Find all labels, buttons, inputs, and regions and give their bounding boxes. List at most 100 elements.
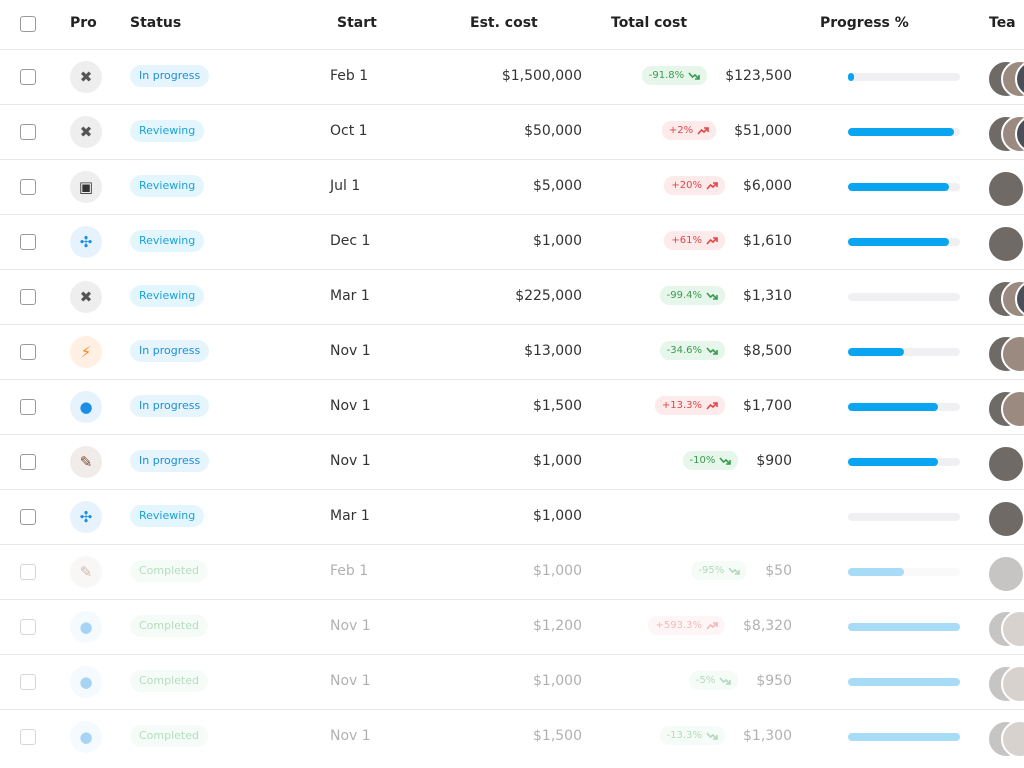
change-badge: -91.8% xyxy=(641,66,708,85)
total-cost: $1,310 xyxy=(743,288,792,304)
total-cost: $900 xyxy=(756,453,792,469)
status-badge[interactable]: Completed xyxy=(130,560,208,582)
change-text: -34.6% xyxy=(666,345,702,356)
change-text: +61% xyxy=(671,235,702,246)
table-row[interactable]: ● Completed Nov 1 $1,200 $8,320 +593.3% xyxy=(0,599,1024,655)
avatar[interactable] xyxy=(987,225,1024,263)
progress-bar xyxy=(848,458,938,466)
change-text: -95% xyxy=(698,565,725,576)
row-checkbox[interactable] xyxy=(20,564,36,580)
table-row[interactable]: ✎ Completed Feb 1 $1,000 $50 -95% xyxy=(0,544,1024,600)
status-badge[interactable]: Reviewing xyxy=(130,175,205,197)
table-row[interactable]: ● Completed Nov 1 $1,000 $950 -5% xyxy=(0,654,1024,710)
change-badge: +13.3% xyxy=(654,396,725,415)
status-badge[interactable]: Reviewing xyxy=(130,505,205,527)
col-header[interactable]: Total cost xyxy=(611,15,688,31)
table-row[interactable]: ✖ Reviewing Oct 1 $50,000 $51,000 +2% xyxy=(0,104,1024,160)
project-icon: ⚡ xyxy=(70,336,102,368)
table-row[interactable]: ✖ In progress Feb 1 $1,500,000 $123,500 -91.8… xyxy=(0,49,1024,105)
avatar[interactable] xyxy=(987,555,1024,593)
row-checkbox[interactable] xyxy=(20,124,36,140)
row-checkbox[interactable] xyxy=(20,399,36,415)
row-checkbox[interactable] xyxy=(20,509,36,525)
progress-bar xyxy=(848,623,960,631)
row-content: ✖ Reviewing Mar 1 $225,000 $1,310 -99.4% xyxy=(0,270,1024,325)
row-checkbox[interactable] xyxy=(20,344,36,360)
est-cost: $50,000 xyxy=(524,123,582,139)
table-row[interactable]: ✎ In progress Nov 1 $1,000 $900 -10% xyxy=(0,434,1024,490)
table-row[interactable]: ● Completed Nov 1 $1,500 $1,300 -13.3% xyxy=(0,709,1024,765)
col-header[interactable]: Progress % xyxy=(820,15,909,31)
total-cost: $6,000 xyxy=(743,178,792,194)
table-row[interactable]: ⚡ In progress Nov 1 $13,000 $8,500 -34.6% xyxy=(0,324,1024,380)
table-row[interactable]: ✖ Reviewing Mar 1 $225,000 $1,310 -99.4% xyxy=(0,269,1024,325)
status-badge[interactable]: Reviewing xyxy=(130,285,205,307)
row-content: ▣ Reviewing Jul 1 $5,000 $6,000 +20% xyxy=(0,160,1024,215)
progress-bar xyxy=(848,238,949,246)
change-text: -91.8% xyxy=(648,70,685,81)
est-cost: $1,000 xyxy=(533,453,582,469)
row-content: ● Completed Nov 1 $1,500 $1,300 -13.3% xyxy=(0,710,1024,765)
status-badge[interactable]: Completed xyxy=(130,615,208,637)
row-checkbox[interactable] xyxy=(20,234,36,250)
progress-track xyxy=(848,678,960,686)
status-badge[interactable]: In progress xyxy=(130,340,210,362)
row-checkbox[interactable] xyxy=(20,619,36,635)
change-text: +2% xyxy=(668,125,694,136)
progress-track xyxy=(848,128,960,136)
row-checkbox[interactable] xyxy=(20,454,36,470)
total-cost: $8,320 xyxy=(743,618,792,634)
col-header[interactable]: Pro xyxy=(70,15,97,31)
col-header[interactable]: Est. cost xyxy=(470,15,538,31)
row-checkbox[interactable] xyxy=(20,289,36,305)
trend-arrow xyxy=(697,126,709,135)
status-badge[interactable]: In progress xyxy=(130,450,210,472)
est-cost: $1,500 xyxy=(533,398,582,414)
status-badge[interactable]: Reviewing xyxy=(130,230,205,252)
col-header[interactable]: Start xyxy=(337,15,377,31)
change-text: -10% xyxy=(689,455,716,466)
status-badge[interactable]: Completed xyxy=(130,725,208,747)
progress-bar xyxy=(848,733,960,741)
col-header[interactable]: Status xyxy=(130,15,182,31)
row-checkbox[interactable] xyxy=(20,729,36,745)
avatar[interactable] xyxy=(987,500,1024,538)
progress-track xyxy=(848,73,960,81)
row-checkbox[interactable] xyxy=(20,69,36,85)
avatar[interactable] xyxy=(987,170,1024,208)
table-row[interactable]: ● In progress Nov 1 $1,500 $1,700 +13.3% xyxy=(0,379,1024,435)
col-header[interactable]: Tea xyxy=(989,15,1016,31)
progress-track xyxy=(848,623,960,631)
start-date: Jul 1 xyxy=(330,178,361,194)
start-date: Mar 1 xyxy=(330,288,370,304)
row-content: ⚡ In progress Nov 1 $13,000 $8,500 -34.6% xyxy=(0,325,1024,380)
est-cost: $1,000 xyxy=(533,508,582,524)
table-row[interactable]: ✣ Reviewing Dec 1 $1,000 $1,610 +61% xyxy=(0,214,1024,270)
status-badge[interactable]: In progress xyxy=(130,395,210,417)
project-icon: ✖ xyxy=(70,281,102,313)
select-all[interactable] xyxy=(20,16,36,32)
table-row[interactable]: ▣ Reviewing Jul 1 $5,000 $6,000 +20% xyxy=(0,159,1024,215)
start-date: Nov 1 xyxy=(330,398,371,414)
start-date: Oct 1 xyxy=(330,123,368,139)
table-row[interactable]: ✣ Reviewing Mar 1 $1,000 xyxy=(0,489,1024,545)
est-cost: $225,000 xyxy=(515,288,582,304)
progress-bar xyxy=(848,73,854,81)
status-badge[interactable]: In progress xyxy=(130,65,210,87)
change-text: +593.3% xyxy=(655,620,702,631)
row-checkbox[interactable] xyxy=(20,674,36,690)
total-cost: $1,300 xyxy=(743,728,792,744)
progress-track xyxy=(848,293,960,301)
progress-bar xyxy=(848,348,904,356)
status-badge[interactable]: Reviewing xyxy=(130,120,205,142)
progress-track xyxy=(848,183,960,191)
change-text: +13.3% xyxy=(661,400,702,411)
status-badge[interactable]: Completed xyxy=(130,670,208,692)
row-content: ✎ In progress Nov 1 $1,000 $900 -10% xyxy=(0,435,1024,490)
row-checkbox[interactable] xyxy=(20,179,36,195)
project-icon: ✎ xyxy=(70,446,102,478)
progress-track xyxy=(848,403,960,411)
avatar[interactable] xyxy=(987,445,1024,483)
change-badge: -5% xyxy=(688,671,739,690)
